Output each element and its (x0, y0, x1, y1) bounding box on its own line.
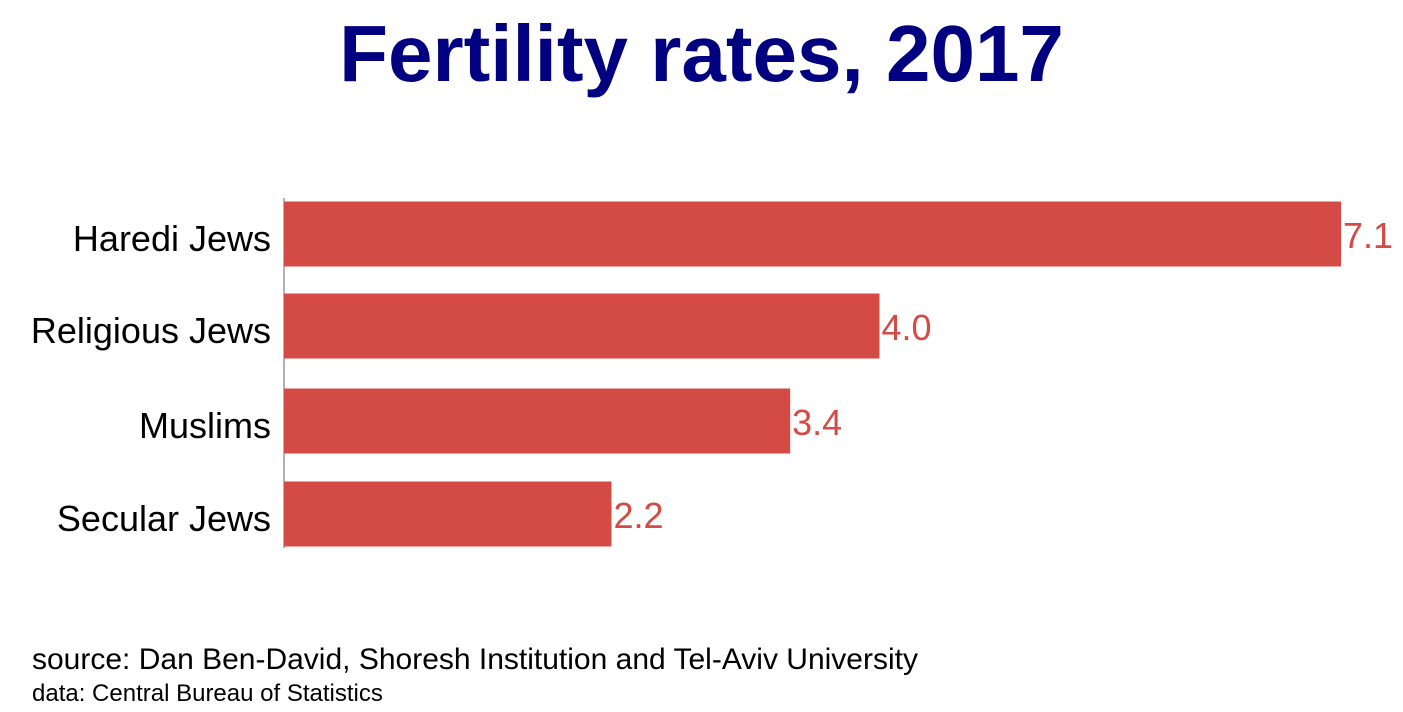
source-note: source: Dan Ben-David, Shoresh Instituti… (32, 643, 918, 676)
bar (284, 201, 1341, 267)
data-label: 3.4 (792, 402, 842, 443)
category-label: Religious Jews (31, 310, 271, 351)
bar (284, 388, 791, 454)
data-label: 7.1 (1343, 215, 1393, 256)
category-label: Secular Jews (57, 498, 271, 539)
data-label: 4.0 (881, 307, 931, 348)
data-note: data: Central Bureau of Statistics (32, 680, 383, 707)
bar (284, 293, 880, 359)
category-label: Haredi Jews (73, 218, 271, 259)
data-label: 2.2 (614, 495, 664, 536)
bar (284, 481, 612, 547)
bars-layer: Haredi Jews 7.1 Religious Jews 4.0 Muslims 3.… (31, 201, 1393, 547)
chart-title: Fertility rates, 2017 (339, 9, 1064, 98)
category-label: Muslims (139, 405, 271, 446)
